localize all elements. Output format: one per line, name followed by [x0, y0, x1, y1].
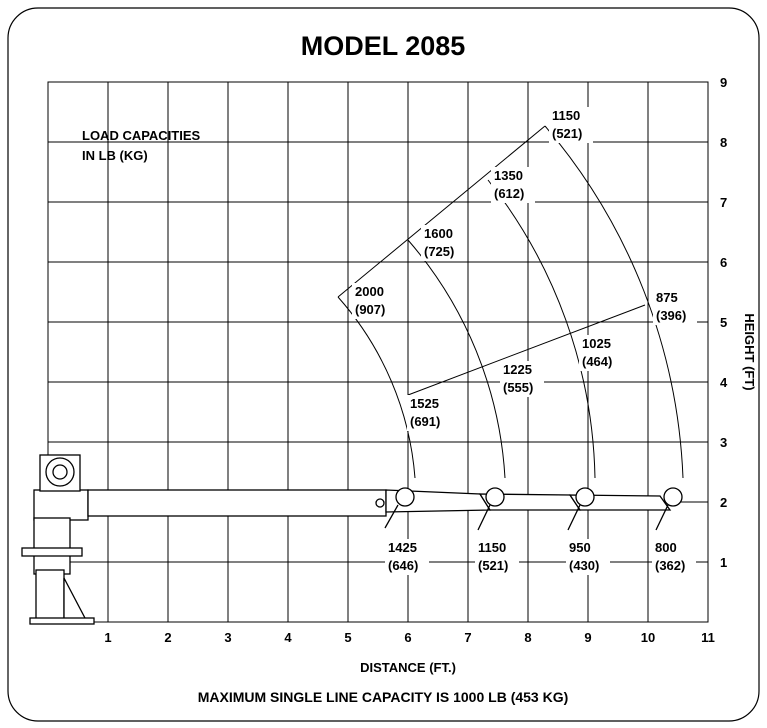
x-tick-label: 10 — [641, 630, 655, 645]
y-tick-label: 8 — [720, 135, 727, 150]
x-tick-label: 9 — [584, 630, 591, 645]
y-tick-label: 5 — [720, 315, 727, 330]
x-tick-label: 2 — [164, 630, 171, 645]
x-tick-label: 5 — [344, 630, 351, 645]
capacity-lb: 1150 — [478, 540, 506, 555]
capacity-lb: 1525 — [410, 396, 439, 411]
capacity-lb: 1025 — [582, 336, 611, 351]
capacity-kg: (521) — [552, 126, 582, 141]
capacity-kg: (362) — [655, 558, 685, 573]
y-tick-label: 7 — [720, 195, 727, 210]
capacity-kg: (646) — [388, 558, 418, 573]
y-axis-label: HEIGHT (FT) — [742, 313, 757, 390]
label-bg — [566, 539, 610, 575]
label-bg — [652, 539, 696, 575]
capacity-lb: 800 — [655, 540, 677, 555]
title: MODEL 2085 — [301, 31, 466, 61]
x-axis-label: DISTANCE (FT.) — [360, 660, 456, 675]
label-bg — [500, 361, 544, 397]
x-tick-label: 4 — [284, 630, 292, 645]
label-bg — [549, 107, 593, 143]
label-bg — [352, 283, 396, 319]
x-tick-label: 1 — [104, 630, 111, 645]
label-bg — [653, 289, 697, 325]
capacity-kg: (907) — [355, 302, 385, 317]
label-bg — [475, 539, 519, 575]
capacity-kg: (691) — [410, 414, 440, 429]
y-tick-label: 1 — [720, 555, 727, 570]
capacity-kg: (396) — [656, 308, 686, 323]
y-tick-label: 6 — [720, 255, 727, 270]
legend-line: IN LB (KG) — [82, 148, 148, 163]
y-tick-label: 4 — [720, 375, 728, 390]
border — [7, 7, 760, 722]
label-bg — [579, 335, 623, 371]
capacity-kg: (464) — [582, 354, 612, 369]
label-bg — [421, 225, 465, 261]
x-tick-label: 3 — [224, 630, 231, 645]
crane — [21, 454, 683, 625]
capacity-lb: 875 — [656, 290, 678, 305]
y-tick-label: 3 — [720, 435, 727, 450]
footer-note: MAXIMUM SINGLE LINE CAPACITY IS 1000 LB … — [198, 689, 569, 705]
y-tick-label: 2 — [720, 495, 727, 510]
capacity-lb: 2000 — [355, 284, 384, 299]
legend-line: LOAD CAPACITIES — [82, 128, 201, 143]
capacity-kg: (555) — [503, 380, 533, 395]
capacity-lb: 1600 — [424, 226, 453, 241]
y-tick-label: 9 — [720, 75, 727, 90]
label-bg — [491, 167, 535, 203]
x-tick-label: 11 — [701, 630, 715, 645]
capacity-lb: 1225 — [503, 362, 532, 377]
capacity-lb: 1425 — [388, 540, 417, 555]
x-tick-label: 7 — [464, 630, 471, 645]
capacity-kg: (430) — [569, 558, 599, 573]
capacity-kg: (612) — [494, 186, 524, 201]
label-bg — [407, 395, 451, 431]
capacity-lb: 950 — [569, 540, 591, 555]
label-bg — [385, 539, 429, 575]
x-tick-label: 8 — [524, 630, 531, 645]
x-tick-label: 6 — [404, 630, 411, 645]
capacity-lb: 1150 — [552, 108, 580, 123]
capacity-kg: (725) — [424, 244, 454, 259]
capacity-kg: (521) — [478, 558, 508, 573]
capacity-lb: 1350 — [494, 168, 523, 183]
